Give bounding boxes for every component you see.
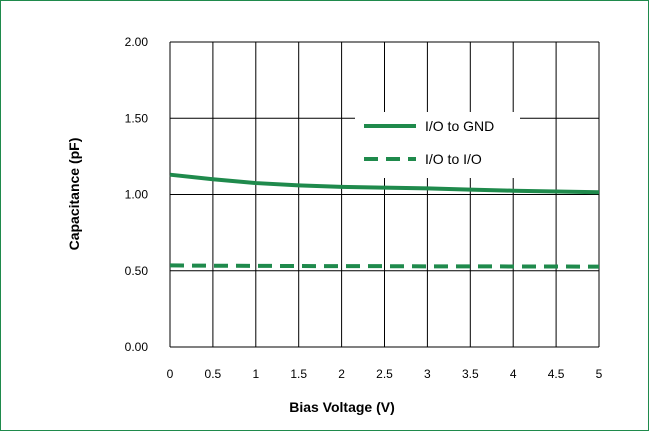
x-tick-label: 2.5 xyxy=(376,367,393,381)
x-tick-label: 4.5 xyxy=(548,367,565,381)
x-tick-label: 0.5 xyxy=(205,367,222,381)
series-line-io-to-io xyxy=(169,263,600,269)
x-axis-title: Bias Voltage (V) xyxy=(289,399,395,415)
y-tick-label: 2.00 xyxy=(125,35,149,49)
legend-background xyxy=(355,112,520,178)
y-axis-title: Capacitance (pF) xyxy=(66,138,82,251)
legend-label-io-to-gnd: I/O to GND xyxy=(425,118,494,134)
y-tick-label: 0.50 xyxy=(125,264,149,278)
x-tick-label: 0 xyxy=(167,367,174,381)
x-tick-label: 1 xyxy=(252,367,259,381)
tick-labels: 0 0.5 1 1.5 2 2.5 3 3.5 4 4.5 5 0.00 0.50 1.00 1.50 2.0… xyxy=(125,35,603,381)
legend: I/O to GND I/O to I/O xyxy=(355,112,520,178)
x-tick-label: 2 xyxy=(338,367,345,381)
y-tick-label: 1.00 xyxy=(125,188,149,202)
x-tick-label: 5 xyxy=(596,367,603,381)
x-tick-label: 3 xyxy=(424,367,431,381)
x-tick-label: 3.5 xyxy=(462,367,479,381)
y-tick-label: 1.50 xyxy=(125,111,149,125)
legend-label-io-to-io: I/O to I/O xyxy=(425,151,482,167)
x-tick-label: 4 xyxy=(510,367,517,381)
grid xyxy=(169,41,600,348)
x-tick-label: 1.5 xyxy=(290,367,307,381)
y-tick-label: 0.00 xyxy=(125,340,149,354)
series-layer xyxy=(169,172,600,269)
